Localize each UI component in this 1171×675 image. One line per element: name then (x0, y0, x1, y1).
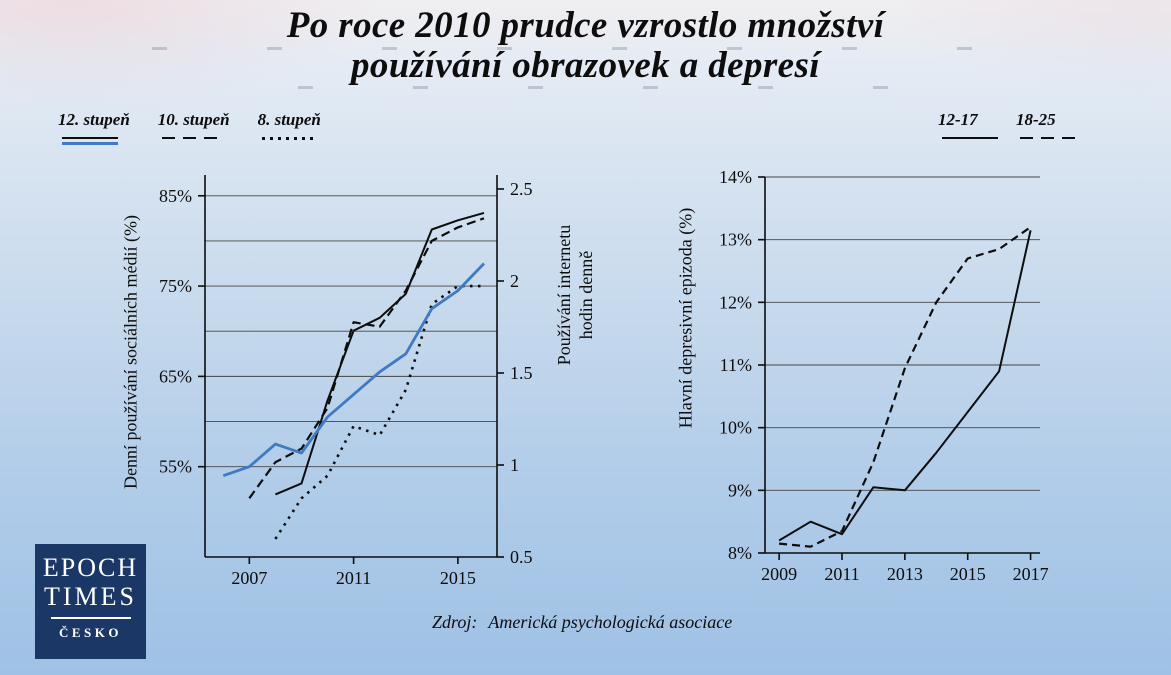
legend-sample-age-12-17 (942, 137, 998, 140)
x-tick-label: 2011 (824, 564, 859, 584)
chart-depression: 2009 2011 2013 2015 2017 8% 9% 10% 11% 12% 13% 14% (719, 167, 1049, 584)
y-tick-label: 75% (159, 276, 192, 296)
page-title: Po roce 2010 prudce vzrostlo množství po… (0, 6, 1171, 86)
legend-item-grade8: 8. stupeň (258, 110, 321, 145)
series-age-18-25 (778, 226, 1032, 548)
x-tick-label: 2007 (231, 568, 267, 588)
decorative-dashed-rule (298, 86, 980, 89)
legend-item-grade10: 10. stupeň (158, 110, 230, 145)
series-grade8-social-media (274, 284, 484, 540)
epoch-times-logo: EPOCH TIMES ČESKO (35, 544, 146, 659)
legend-item-age-18-25: 18-25 (1016, 110, 1076, 140)
y-tick-label: 0.5 (510, 547, 533, 567)
y-tick-label: 85% (159, 186, 192, 206)
chart-screen-use: 2007 2011 2015 55% 65% 75% 85% 0.5 1 1.5 2 2.5 (159, 175, 533, 588)
solid-blue-line-sample (62, 141, 118, 145)
legend-item-grade12: 12. stupeň (58, 110, 130, 145)
y-tick-label: 9% (728, 480, 752, 500)
axis-label-internet-hours-line2: hodin denně (576, 250, 596, 340)
legend-label-grade10: 10. stupeň (157, 110, 230, 129)
series-internet-hours (275, 211, 485, 496)
axis-label-depression: Hlavní depresivní epizoda (%) (675, 207, 696, 429)
legend-age-groups: 12-17 18-25 (938, 110, 1076, 140)
title-line-2: používání obrazovek a depresí (351, 45, 820, 86)
y-tick-label: 8% (728, 543, 752, 563)
decorative-dashed-rule (152, 47, 987, 50)
y-tick-label: 1 (510, 455, 519, 475)
legend-label-age-12-17: 12-17 (938, 110, 978, 129)
series-grade10-social-media (248, 217, 485, 499)
title-line-1: Po roce 2010 prudce vzrostlo množství (286, 5, 885, 46)
dashed-line-sample (1020, 137, 1076, 140)
y-tick-label: 12% (719, 292, 752, 312)
axis-label-internet-hours-line1: Používání internetu (554, 224, 574, 366)
x-tick-label: 2011 (336, 568, 371, 588)
legend-label-age-18-25: 18-25 (1016, 110, 1056, 129)
dotted-line-sample (261, 137, 314, 140)
y-tick-label: 2.5 (510, 179, 533, 199)
y-tick-label: 13% (719, 230, 752, 250)
y-tick-label: 11% (720, 355, 752, 375)
logo-word-times: TIMES (44, 582, 137, 611)
y-tick-label: 10% (719, 418, 752, 438)
solid-black-line-sample (62, 137, 118, 139)
source-prefix: Zdroj: (432, 612, 478, 632)
x-tick-label: 2015 (440, 568, 476, 588)
y-tick-label: 65% (159, 366, 192, 386)
x-tick-label: 2013 (887, 564, 923, 584)
legend-label-grade12: 12. stupeň (58, 110, 130, 129)
legend-sample-grade10 (161, 137, 218, 140)
axis-label-internet-hours: Používání internetu hodin denně (553, 190, 597, 400)
logo-word-epoch: EPOCH (42, 553, 139, 582)
series-grade12-social-media (222, 262, 486, 478)
x-tick-label: 2009 (761, 564, 797, 584)
y-tick-label: 55% (159, 457, 192, 477)
y-tick-label: 2 (510, 271, 519, 291)
solid-line-sample (942, 137, 998, 140)
legend-sample-grade8 (261, 137, 314, 140)
logo-divider (50, 617, 131, 619)
y-tick-label: 1.5 (510, 363, 533, 383)
dashed-line-sample (161, 137, 218, 140)
x-tick-label: 2017 (1013, 564, 1049, 584)
source-note: Zdroj: Americká psychologická asociace (432, 612, 732, 633)
series-age-12-17 (778, 230, 1032, 542)
source-text: Americká psychologická asociace (488, 612, 733, 632)
legend-grades: 12. stupeň 10. stupeň 8. stupeň (58, 110, 321, 145)
legend-sample-age-18-25 (1020, 137, 1076, 140)
legend-label-grade8: 8. stupeň (257, 110, 321, 129)
x-tick-label: 2015 (950, 564, 986, 584)
logo-word-cesko: ČESKO (58, 625, 122, 640)
axis-label-social-media: Denní používání sociálních médií (%) (120, 215, 141, 489)
y-tick-label: 14% (719, 167, 752, 187)
legend-sample-grade12 (62, 137, 118, 145)
legend-item-age-12-17: 12-17 (938, 110, 998, 140)
